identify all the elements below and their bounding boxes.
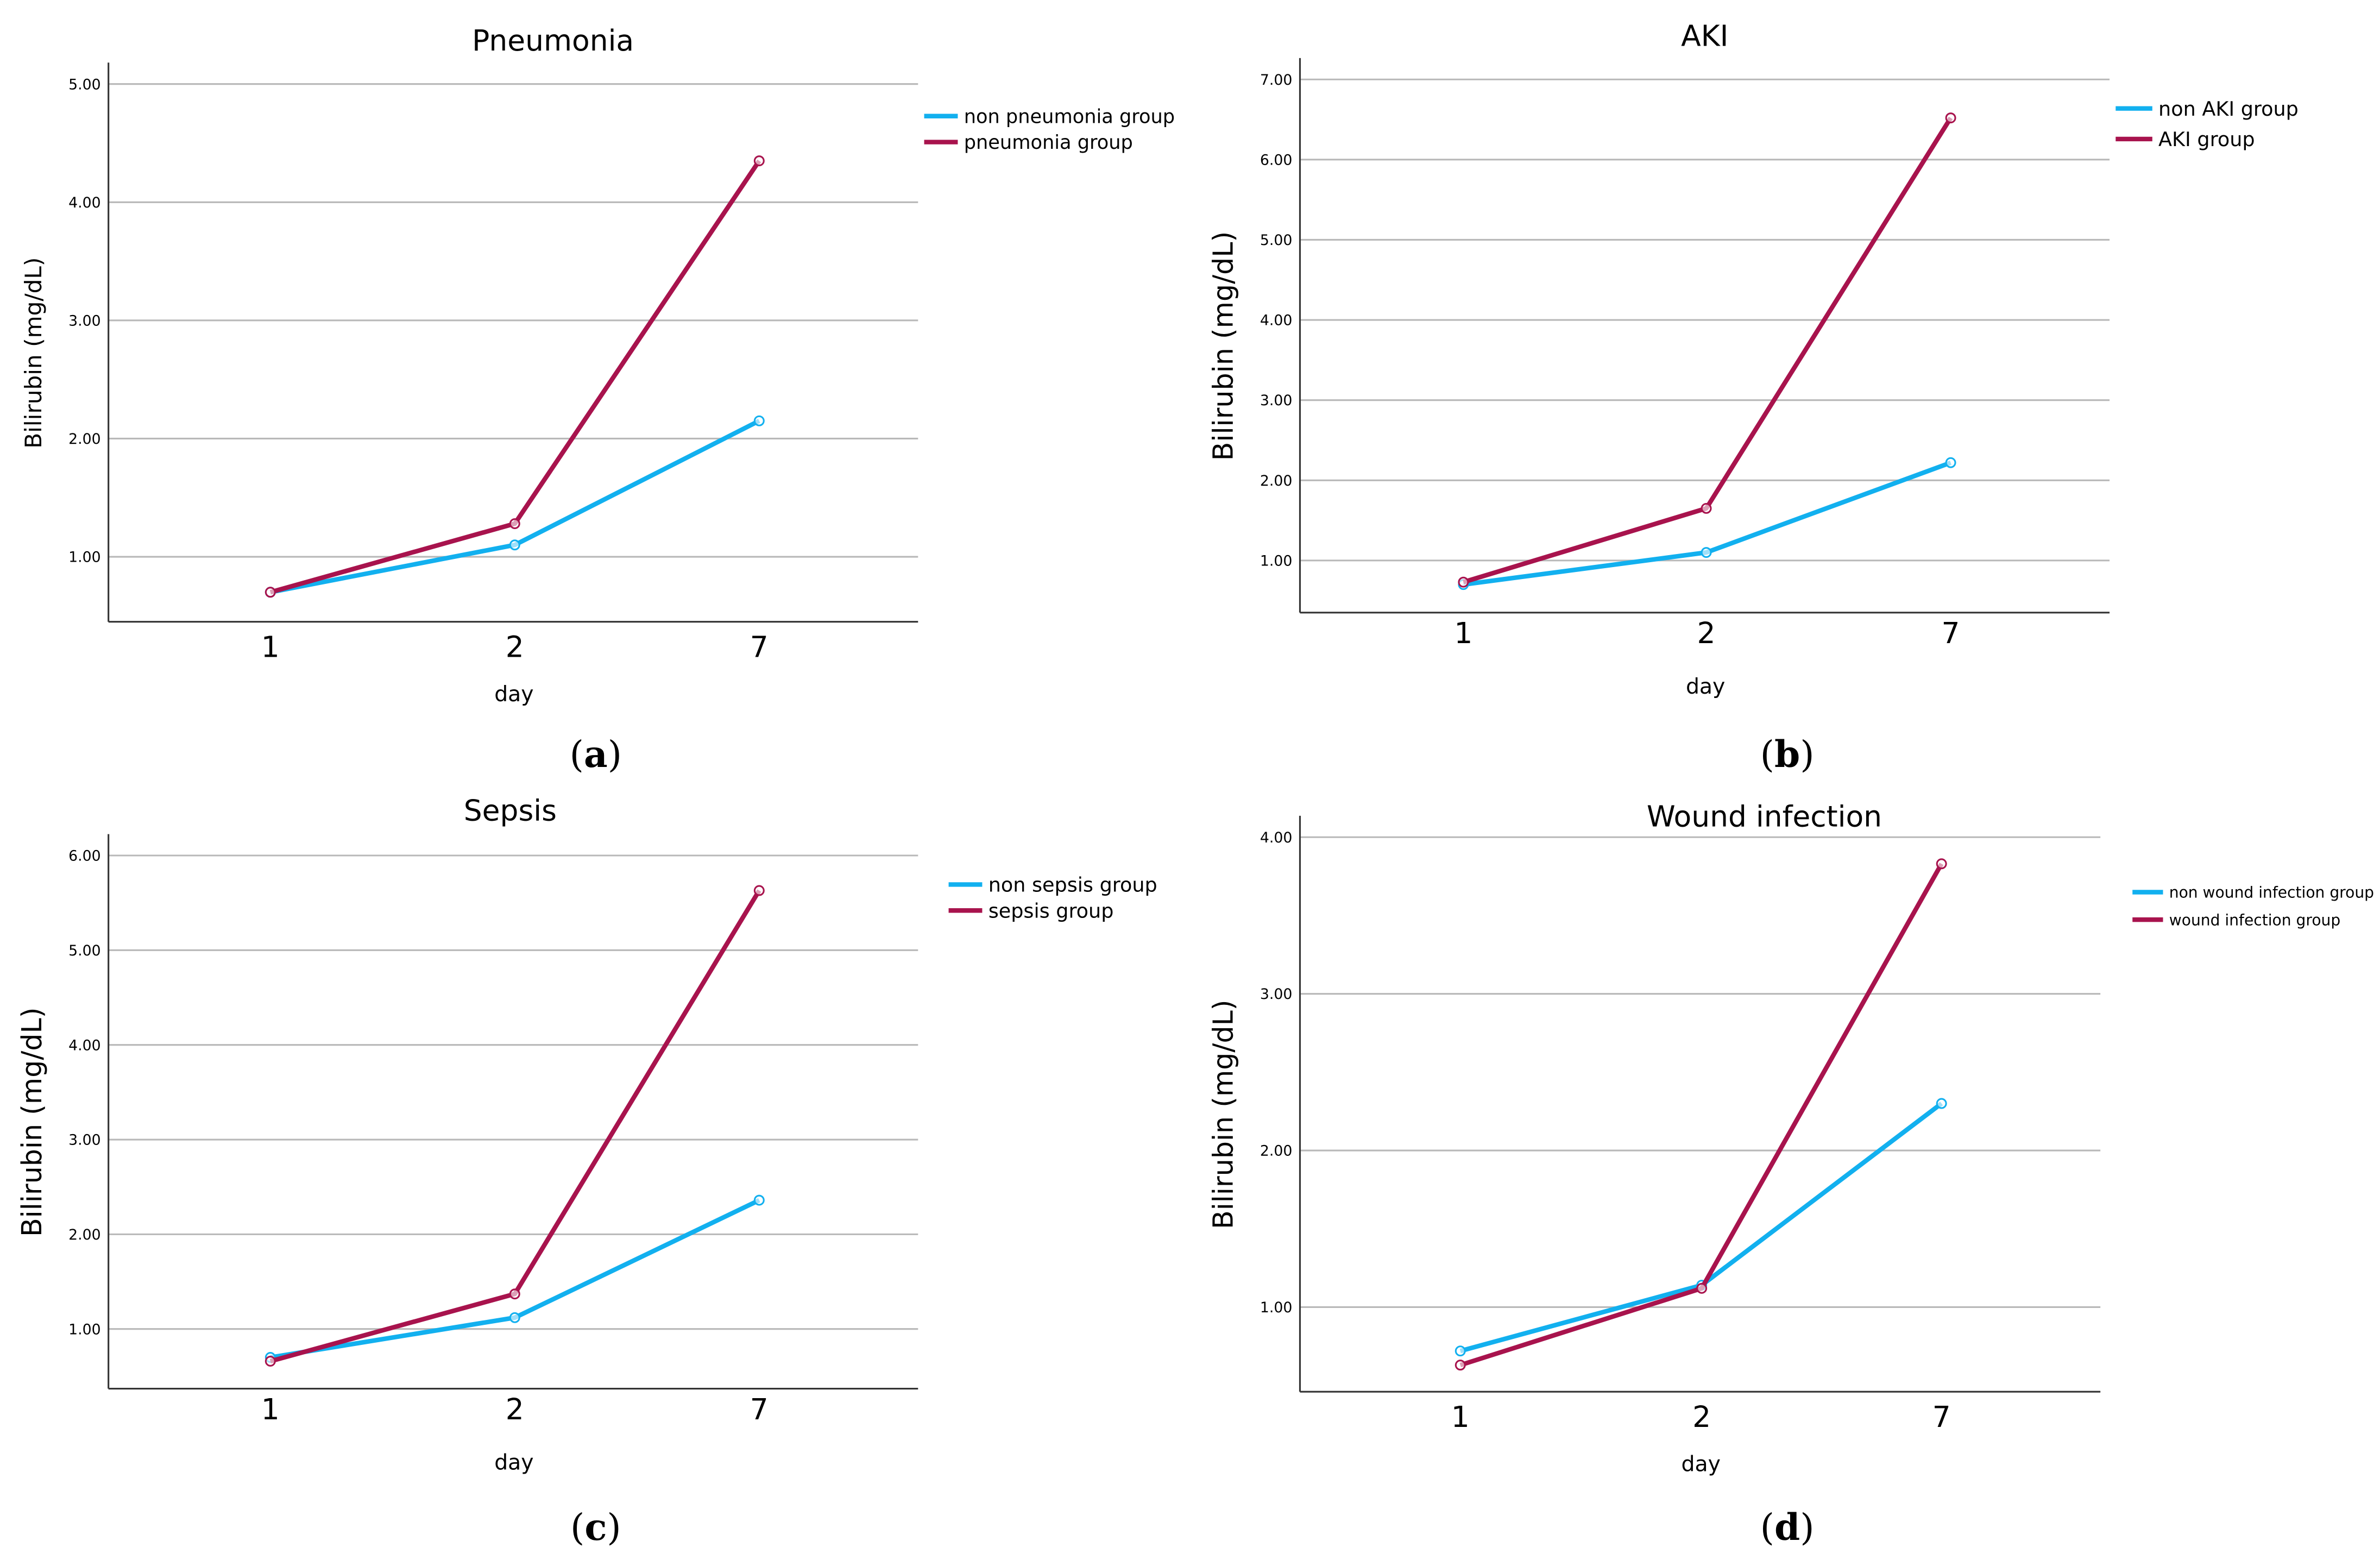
- y-tick-label: 4.00: [1260, 312, 1293, 329]
- y-axis-label: Bilirubin (mg/dL): [1207, 999, 1239, 1229]
- y-tick-label: 4.00: [1260, 829, 1293, 846]
- caption-close: ): [607, 1506, 621, 1549]
- data-point: [1936, 1098, 1947, 1109]
- y-tick-label: 5.00: [68, 76, 101, 93]
- x-tick-label: 2: [1697, 616, 1716, 650]
- y-tick-label: 7.00: [1260, 72, 1293, 89]
- x-axis-label: day: [494, 682, 533, 707]
- y-axis-label: Bilirubin (mg/dL): [16, 1007, 48, 1237]
- caption-letter: a: [584, 733, 608, 776]
- data-point: [265, 1356, 276, 1367]
- data-point: [509, 1312, 520, 1323]
- y-tick-label: 5.00: [68, 942, 101, 959]
- caption-letter: d: [1774, 1506, 1800, 1549]
- chart-panel-1: 1.00 2.00 3.00 4.00 5.00 6.00 7.00 1 2 7 AKI day Bil…: [1207, 18, 2299, 776]
- x-tick-label: 1: [261, 1392, 280, 1426]
- data-point: [753, 1194, 765, 1206]
- y-tick-label: 6.00: [68, 848, 101, 865]
- y-tick-label: 2.00: [68, 1226, 101, 1243]
- chart-panel-3: 1.00 2.00 3.00 4.00 1 2 7 Wound infection day Bil…: [1207, 800, 2374, 1549]
- x-tick-label: 2: [1692, 1400, 1711, 1434]
- y-tick-label: 2.00: [68, 431, 101, 448]
- x-tick-label: 7: [1942, 616, 1960, 650]
- y-tick-label: 1.00: [1260, 552, 1293, 569]
- legend-label: non AKI group: [2158, 97, 2299, 121]
- data-point: [753, 155, 765, 167]
- data-point: [1945, 112, 1956, 124]
- y-tick-label: 3.00: [1260, 392, 1293, 409]
- caption-open: (: [570, 733, 584, 776]
- series-line-0: [270, 1198, 760, 1360]
- series-line-0: [1459, 1102, 1943, 1354]
- chart-title: Wound infection: [1647, 800, 1882, 834]
- panel-caption: (d): [1760, 1506, 1815, 1549]
- y-tick-label: 4.00: [68, 194, 101, 211]
- chart-title: Pneumonia: [472, 23, 634, 58]
- x-axis-label: day: [494, 1450, 533, 1475]
- caption-letter: b: [1774, 733, 1800, 776]
- data-point: [1455, 1360, 1466, 1371]
- x-tick-label: 7: [750, 630, 769, 664]
- y-tick-label: 1.00: [1260, 1299, 1293, 1316]
- legend-label: sepsis group: [988, 899, 1114, 922]
- data-point: [1696, 1282, 1708, 1294]
- data-point: [265, 587, 276, 598]
- data-point: [509, 1288, 520, 1300]
- data-point: [753, 885, 765, 896]
- y-tick-label: 3.00: [68, 312, 101, 329]
- y-tick-label: 1.00: [68, 549, 101, 566]
- x-tick-label: 2: [506, 1392, 524, 1426]
- x-tick-label: 7: [1932, 1400, 1951, 1434]
- caption-letter: c: [584, 1506, 607, 1549]
- data-point: [1455, 1345, 1466, 1357]
- y-tick-label: 2.00: [1260, 473, 1293, 489]
- x-tick-label: 1: [261, 630, 280, 664]
- series-line-0: [270, 419, 760, 595]
- chart-panel-0: 1.00 2.00 3.00 4.00 5.00 1 2 7 Pneumonia day Bilir…: [20, 23, 1175, 776]
- legend-label: AKI group: [2158, 128, 2255, 151]
- y-tick-label: 2.00: [1260, 1143, 1293, 1160]
- y-tick-label: 1.00: [68, 1321, 101, 1338]
- x-axis-label: day: [1682, 1451, 1721, 1476]
- data-point: [1701, 502, 1712, 514]
- panel-caption: (b): [1760, 733, 1815, 776]
- x-axis-label: day: [1686, 674, 1725, 699]
- x-tick-label: 2: [506, 630, 524, 664]
- x-tick-label: 1: [1454, 616, 1472, 650]
- data-point: [1945, 457, 1956, 468]
- legend-label: wound infection group: [2169, 911, 2340, 929]
- caption-open: (: [1760, 733, 1774, 776]
- caption-close: ): [608, 733, 622, 776]
- data-point: [1458, 576, 1469, 588]
- data-point: [509, 539, 520, 551]
- y-axis-label: Bilirubin (mg/dL): [20, 257, 47, 449]
- legend-label: non pneumonia group: [964, 105, 1175, 128]
- chart-title: AKI: [1681, 18, 1728, 53]
- data-point: [509, 518, 520, 530]
- caption-close: ): [1800, 1506, 1814, 1549]
- chart-panel-2: 1.00 2.00 3.00 4.00 5.00 6.00 1 2 7 Sepsis day Bili…: [16, 793, 1157, 1549]
- y-tick-label: 5.00: [1260, 232, 1293, 249]
- legend-label: non wound infection group: [2169, 884, 2374, 902]
- data-point: [1936, 858, 1947, 870]
- y-tick-label: 3.00: [68, 1132, 101, 1149]
- panel-caption: (c): [570, 1506, 621, 1549]
- panel-caption: (a): [570, 733, 622, 776]
- x-tick-label: 1: [1451, 1400, 1470, 1434]
- data-point: [753, 415, 765, 426]
- y-tick-label: 4.00: [68, 1037, 101, 1054]
- caption-open: (: [570, 1506, 584, 1549]
- legend-label: pneumonia group: [964, 131, 1133, 154]
- caption-open: (: [1760, 1506, 1774, 1549]
- legend-label: non sepsis group: [988, 873, 1157, 897]
- chart-title: Sepsis: [464, 793, 557, 827]
- x-tick-label: 7: [750, 1392, 769, 1426]
- caption-close: ): [1800, 733, 1814, 776]
- y-axis-label: Bilirubin (mg/dL): [1207, 231, 1239, 461]
- y-tick-label: 3.00: [1260, 986, 1293, 1003]
- y-tick-label: 6.00: [1260, 152, 1293, 168]
- data-point: [1701, 547, 1712, 558]
